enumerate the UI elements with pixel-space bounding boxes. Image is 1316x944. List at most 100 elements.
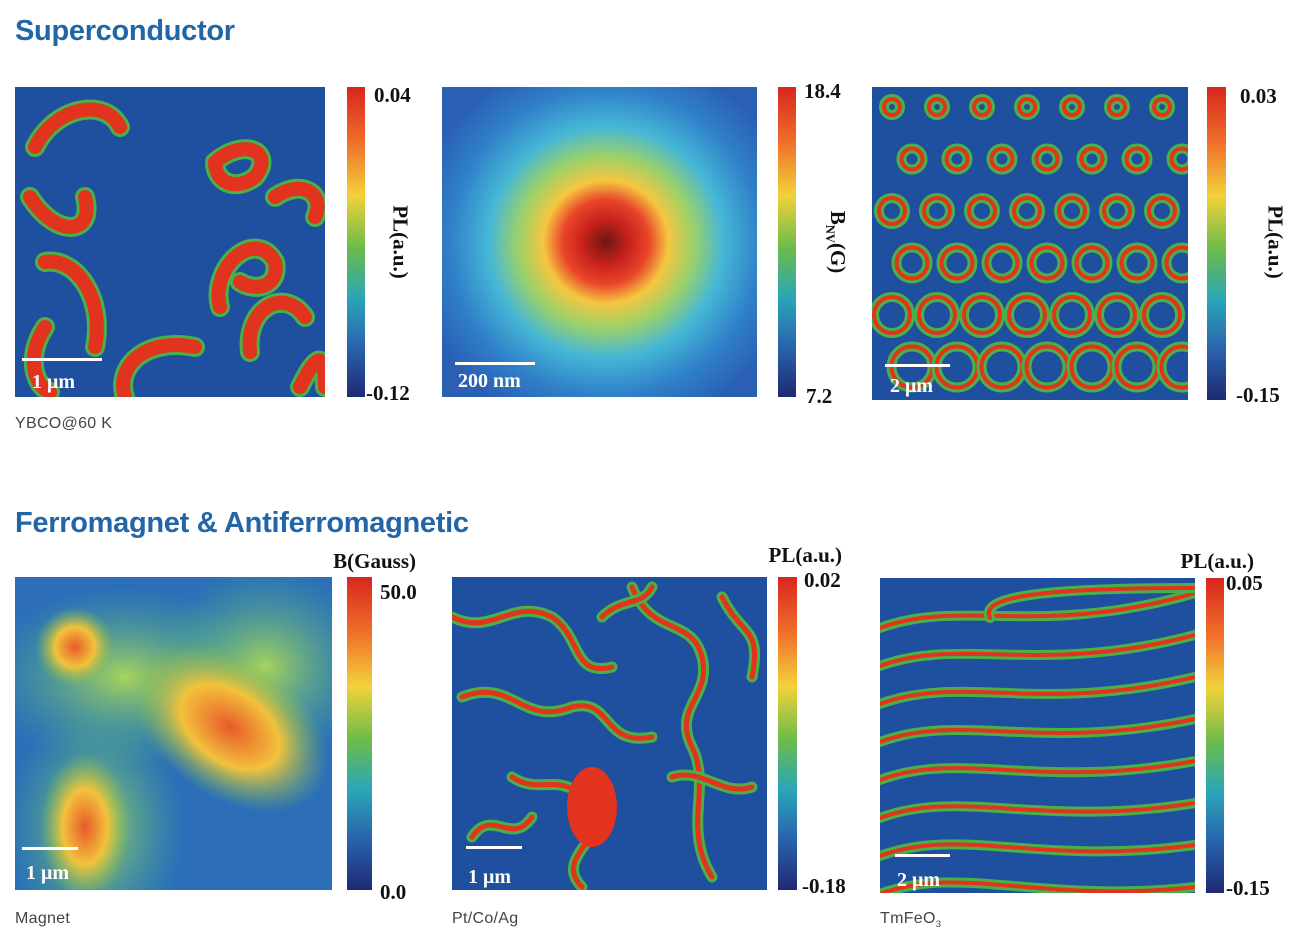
domain-core [1147, 196, 1178, 226]
domain-core [1057, 196, 1088, 226]
colorbar-min: -0.18 [802, 874, 846, 898]
domain-core [28, 102, 127, 154]
domain-core [1142, 295, 1183, 335]
colorbar-min: -0.15 [1236, 383, 1280, 407]
colorbar-min: -0.15 [1226, 876, 1270, 900]
scale-bar-line [22, 358, 102, 361]
domain-core [629, 584, 715, 880]
domain-core [880, 717, 1195, 744]
text-part: 3 [935, 919, 942, 931]
domain-core [984, 245, 1020, 281]
caption: TmFeO3 [880, 910, 941, 930]
domain-core [922, 196, 953, 226]
domain-core [917, 295, 958, 335]
domain-core [1012, 196, 1043, 226]
domain-core [293, 353, 325, 394]
domain-core [669, 772, 755, 792]
map-bg [452, 577, 767, 890]
domain-core [1169, 146, 1188, 172]
map-image [442, 87, 757, 397]
scale-bar-line [455, 362, 535, 365]
field-blob [40, 752, 130, 890]
section-title: Superconductor [15, 15, 235, 47]
colorbar-max: 18.4 [804, 79, 841, 103]
domain-core [944, 146, 970, 172]
colorbar-min: 7.2 [806, 384, 833, 408]
scale-bar-label: 200 nm [458, 370, 521, 392]
colorbar [347, 87, 365, 397]
text-part: NV [822, 224, 837, 243]
scale-bar-label: 1 μm [26, 862, 69, 884]
scale-bar-label: 1 μm [468, 866, 511, 888]
domain-core [927, 97, 948, 117]
domain-core [1107, 97, 1128, 117]
scale-bar-line [885, 364, 950, 367]
scale-bar [22, 358, 102, 361]
domain-core [567, 767, 617, 847]
map-image [452, 577, 767, 890]
domain-core [880, 633, 1195, 668]
text-part: B [826, 210, 851, 225]
domain-core [1034, 146, 1060, 172]
scale-bar-line [895, 854, 950, 857]
domain-core [967, 196, 998, 226]
colorbar-max: 0.02 [804, 568, 841, 592]
domain-core [962, 295, 1003, 335]
domain-core [1062, 97, 1083, 117]
colorbar-gradient [778, 87, 796, 397]
colorbar [1206, 578, 1224, 893]
domain-core [268, 181, 325, 224]
caption: Magnet [15, 910, 71, 927]
domain-core [880, 842, 1195, 858]
scale-bar [885, 364, 950, 367]
scale-bar [466, 846, 522, 849]
colorbar-gradient [1207, 87, 1226, 400]
domain-core [116, 338, 202, 397]
text-part: (G) [826, 242, 851, 274]
colorbar-max: 0.05 [1226, 571, 1263, 595]
domain-core [1102, 196, 1133, 226]
domain-core [882, 97, 903, 117]
map-image [872, 87, 1188, 400]
colorbar-gradient [347, 577, 372, 890]
domain-core [1017, 97, 1038, 117]
colorbar-gradient [1206, 578, 1224, 893]
colorbar-max: 0.03 [1240, 84, 1277, 108]
colorbar-label: PL(a.u.) [768, 543, 843, 567]
domain-core [939, 245, 975, 281]
domain-core [1124, 146, 1150, 172]
scale-bar-label: 1 μm [32, 371, 75, 393]
domain-core [899, 146, 925, 172]
colorbar-label: BNV(G) [822, 211, 850, 274]
domain-core [719, 594, 758, 680]
domain-core [1074, 245, 1110, 281]
domain-core [1079, 146, 1105, 172]
colorbar-max: 0.04 [374, 83, 411, 107]
domain-core [211, 241, 283, 314]
scale-bar-line [466, 846, 522, 849]
colorbar [778, 577, 797, 890]
colorbar-label: PL(a.u.) [1263, 205, 1288, 279]
map-image [15, 577, 332, 890]
scale-bar-line [22, 847, 78, 850]
scale-bar [22, 847, 78, 850]
domain-core [1029, 245, 1065, 281]
text-part: TmFeO [880, 910, 936, 927]
domain-core [38, 254, 104, 354]
domain-core [989, 146, 1015, 172]
scale-bar-label: 2 μm [897, 869, 940, 891]
caption: Pt/Co/Ag [452, 910, 519, 927]
domain-core [1159, 344, 1188, 390]
domain-core [1097, 295, 1138, 335]
domain-core [972, 97, 993, 117]
field-blob [131, 641, 329, 813]
scale-bar [455, 362, 535, 365]
domain-core [880, 759, 1195, 782]
domain-core [469, 814, 535, 840]
domain-core [1007, 295, 1048, 335]
domain-core [599, 584, 655, 620]
domain-core [1164, 245, 1188, 281]
colorbar [778, 87, 796, 397]
domain-core [880, 591, 1195, 630]
domain-core [1152, 97, 1173, 117]
